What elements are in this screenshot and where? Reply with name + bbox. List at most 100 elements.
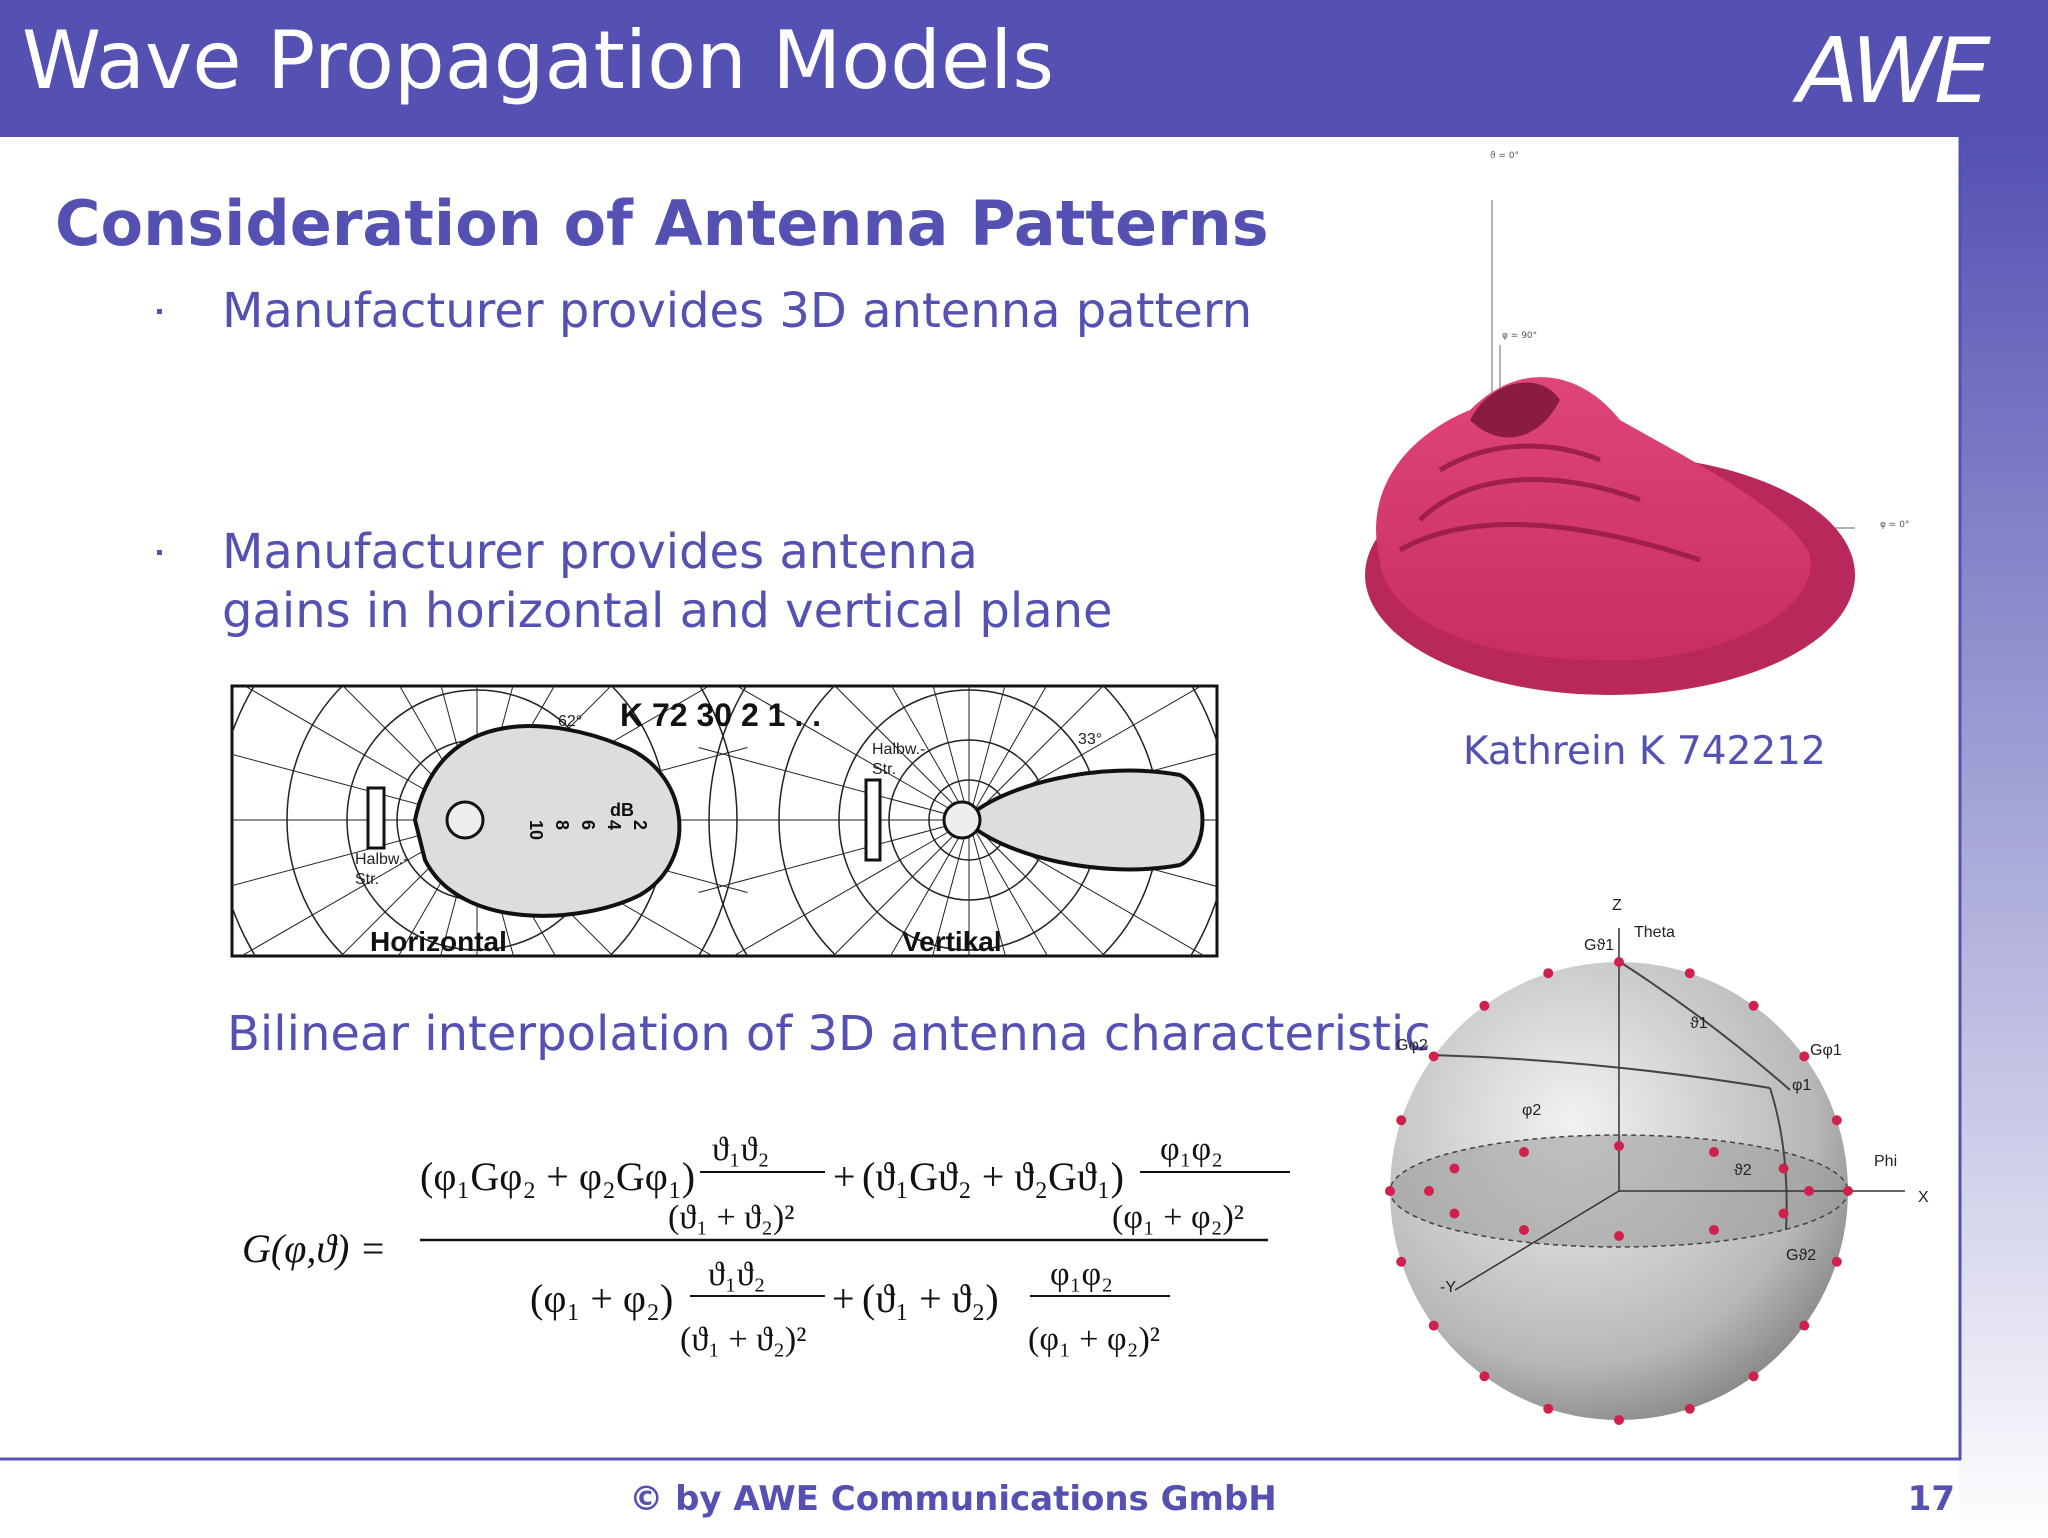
sphere-label: Phi bbox=[1874, 1153, 1897, 1170]
sample-point bbox=[1748, 1000, 1759, 1011]
polar-spoke bbox=[889, 819, 970, 956]
page-number: 17 bbox=[1908, 1479, 1955, 1519]
halfwidth-label: Halbw.- bbox=[355, 851, 408, 868]
formula-lhs: G(φ,ϑ) = bbox=[242, 1226, 386, 1271]
diagram-title: K 72 30 2 1 . . bbox=[620, 697, 821, 733]
plane-label: Horizontal bbox=[370, 926, 507, 957]
formula-term: φ₁φ₂ bbox=[1050, 1256, 1113, 1293]
polar-spoke bbox=[968, 819, 1006, 956]
formula-term: (ϑ₁ + ϑ₂)² bbox=[668, 1199, 794, 1236]
sample-point bbox=[1684, 1403, 1695, 1414]
copyright: © by AWE Communications GmbH bbox=[629, 1479, 1277, 1519]
sample-point bbox=[1479, 1371, 1490, 1382]
formula-term: (φ₁ + φ₂)² bbox=[1112, 1199, 1244, 1236]
sphere-label: Z bbox=[1612, 897, 1622, 914]
scale-label: 2 bbox=[630, 820, 650, 830]
bullet-text: Manufacturer provides antenna bbox=[222, 524, 978, 580]
formula-term: + bbox=[832, 1276, 855, 1321]
polar-spoke bbox=[732, 819, 970, 956]
side-strip bbox=[1959, 137, 2048, 1538]
sample-point bbox=[1428, 1051, 1439, 1062]
scale-label: 4 bbox=[604, 820, 624, 830]
unit-label: dB bbox=[610, 800, 634, 820]
sample-point bbox=[1709, 1224, 1719, 1235]
caption: Kathrein K 742212 bbox=[1463, 729, 1826, 774]
axis-label: φ = 90° bbox=[1502, 331, 1537, 341]
sphere-label: Gφ1 bbox=[1810, 1042, 1842, 1059]
sample-point bbox=[1449, 1208, 1460, 1219]
bullet-marker bbox=[157, 550, 162, 555]
polar-spoke bbox=[968, 686, 1047, 821]
polar-spoke bbox=[698, 819, 970, 893]
sample-point bbox=[1831, 1115, 1842, 1126]
formula-term: (ϑ₁Gϑ₂ + ϑ₂Gϑ₁) bbox=[862, 1154, 1124, 1199]
axis-label: φ = 0° bbox=[1880, 520, 1909, 530]
plane-label: Vertikal bbox=[902, 926, 1002, 957]
halfwidth-label: Str. bbox=[872, 761, 896, 778]
antenna-diagram: K 72 30 2 1 . . Horizontal Vertikal 62° … bbox=[230, 684, 1219, 958]
sample-point bbox=[1614, 957, 1624, 967]
sample-point bbox=[1614, 1415, 1624, 1425]
sample-point bbox=[1479, 1000, 1490, 1011]
formula-term: (ϑ₁ + ϑ₂)² bbox=[680, 1321, 806, 1358]
polar-spoke bbox=[735, 686, 970, 821]
sample-point bbox=[1831, 1256, 1842, 1267]
sphere-label: ϑ2 bbox=[1734, 1162, 1752, 1179]
bullet-text: gains in horizontal and vertical plane bbox=[222, 583, 1113, 639]
formula-term: ϑ₁ϑ₂ bbox=[712, 1131, 769, 1168]
sphere-label: Gφ2 bbox=[1396, 1037, 1428, 1054]
sample-point bbox=[1519, 1147, 1529, 1158]
header-bar bbox=[0, 0, 2048, 137]
header-title: Wave Propagation Models bbox=[22, 14, 1054, 107]
sample-point bbox=[1614, 1141, 1624, 1151]
sample-point bbox=[1543, 968, 1554, 979]
polar-spoke bbox=[932, 819, 970, 956]
polar-spoke bbox=[698, 747, 970, 821]
sphere-label: φ1 bbox=[1792, 1077, 1811, 1094]
formula-term: φ₁φ₂ bbox=[1160, 1131, 1223, 1168]
polar-spoke bbox=[932, 686, 970, 821]
sample-point bbox=[1799, 1051, 1810, 1062]
sample-point bbox=[1396, 1115, 1407, 1126]
halfwidth-label: Halbw.- bbox=[872, 741, 925, 758]
sample-point bbox=[1804, 1186, 1814, 1196]
sample-point bbox=[1778, 1208, 1789, 1219]
polar-spoke bbox=[968, 819, 1049, 956]
sample-point bbox=[1424, 1186, 1434, 1196]
formula-term: + bbox=[833, 1154, 856, 1199]
formula-term: (φ₁ + φ₂) bbox=[530, 1276, 673, 1321]
polar-spoke bbox=[891, 686, 970, 821]
polar-spoke bbox=[834, 686, 970, 821]
formula-term: (φ₁Gφ₂ + φ₂Gφ₁) bbox=[420, 1154, 695, 1199]
polar-spoke bbox=[968, 686, 1104, 821]
sphere-label: ϑ1 bbox=[1690, 1015, 1708, 1032]
sample-point bbox=[1449, 1163, 1460, 1174]
logo: AWE bbox=[1792, 19, 1991, 124]
scale-label: 10 bbox=[526, 820, 546, 840]
pattern-3d: ϑ = 0° φ = 90° φ = 0° Kathrein K 742212 bbox=[1365, 151, 1909, 774]
sample-point bbox=[1843, 1186, 1853, 1196]
formula-term: (φ₁ + φ₂)² bbox=[1028, 1321, 1160, 1358]
halfwidth-label: Str. bbox=[355, 871, 379, 888]
formula: G(φ,ϑ) = (φ₁Gφ₂ + φ₂Gφ₁)ϑ₁ϑ₂(ϑ₁ + ϑ₂)²+(… bbox=[242, 1131, 1290, 1358]
sample-point bbox=[1428, 1320, 1439, 1331]
sphere-label: X bbox=[1918, 1189, 1929, 1206]
beamwidth: 33° bbox=[1078, 731, 1102, 748]
sample-point bbox=[1519, 1224, 1529, 1235]
axis-label: ϑ = 0° bbox=[1490, 151, 1519, 161]
sample-point bbox=[1748, 1371, 1759, 1382]
sample-point bbox=[1385, 1186, 1395, 1196]
sample-point bbox=[1614, 1231, 1624, 1241]
interpolation-text: Bilinear interpolation of 3D antenna cha… bbox=[227, 1006, 1431, 1062]
sample-point bbox=[1543, 1403, 1554, 1414]
sphere-label: Gϑ2 bbox=[1786, 1247, 1816, 1264]
polar-spoke bbox=[832, 819, 970, 956]
sample-point bbox=[1778, 1163, 1789, 1174]
sphere-label: Gϑ1 bbox=[1584, 937, 1614, 954]
heading: Consideration of Antenna Patterns bbox=[55, 187, 1269, 260]
polar-spoke bbox=[968, 819, 1106, 956]
sample-point bbox=[1799, 1320, 1810, 1331]
sample-point bbox=[1396, 1256, 1407, 1267]
bullet-text: Manufacturer provides 3D antenna pattern bbox=[222, 283, 1252, 339]
